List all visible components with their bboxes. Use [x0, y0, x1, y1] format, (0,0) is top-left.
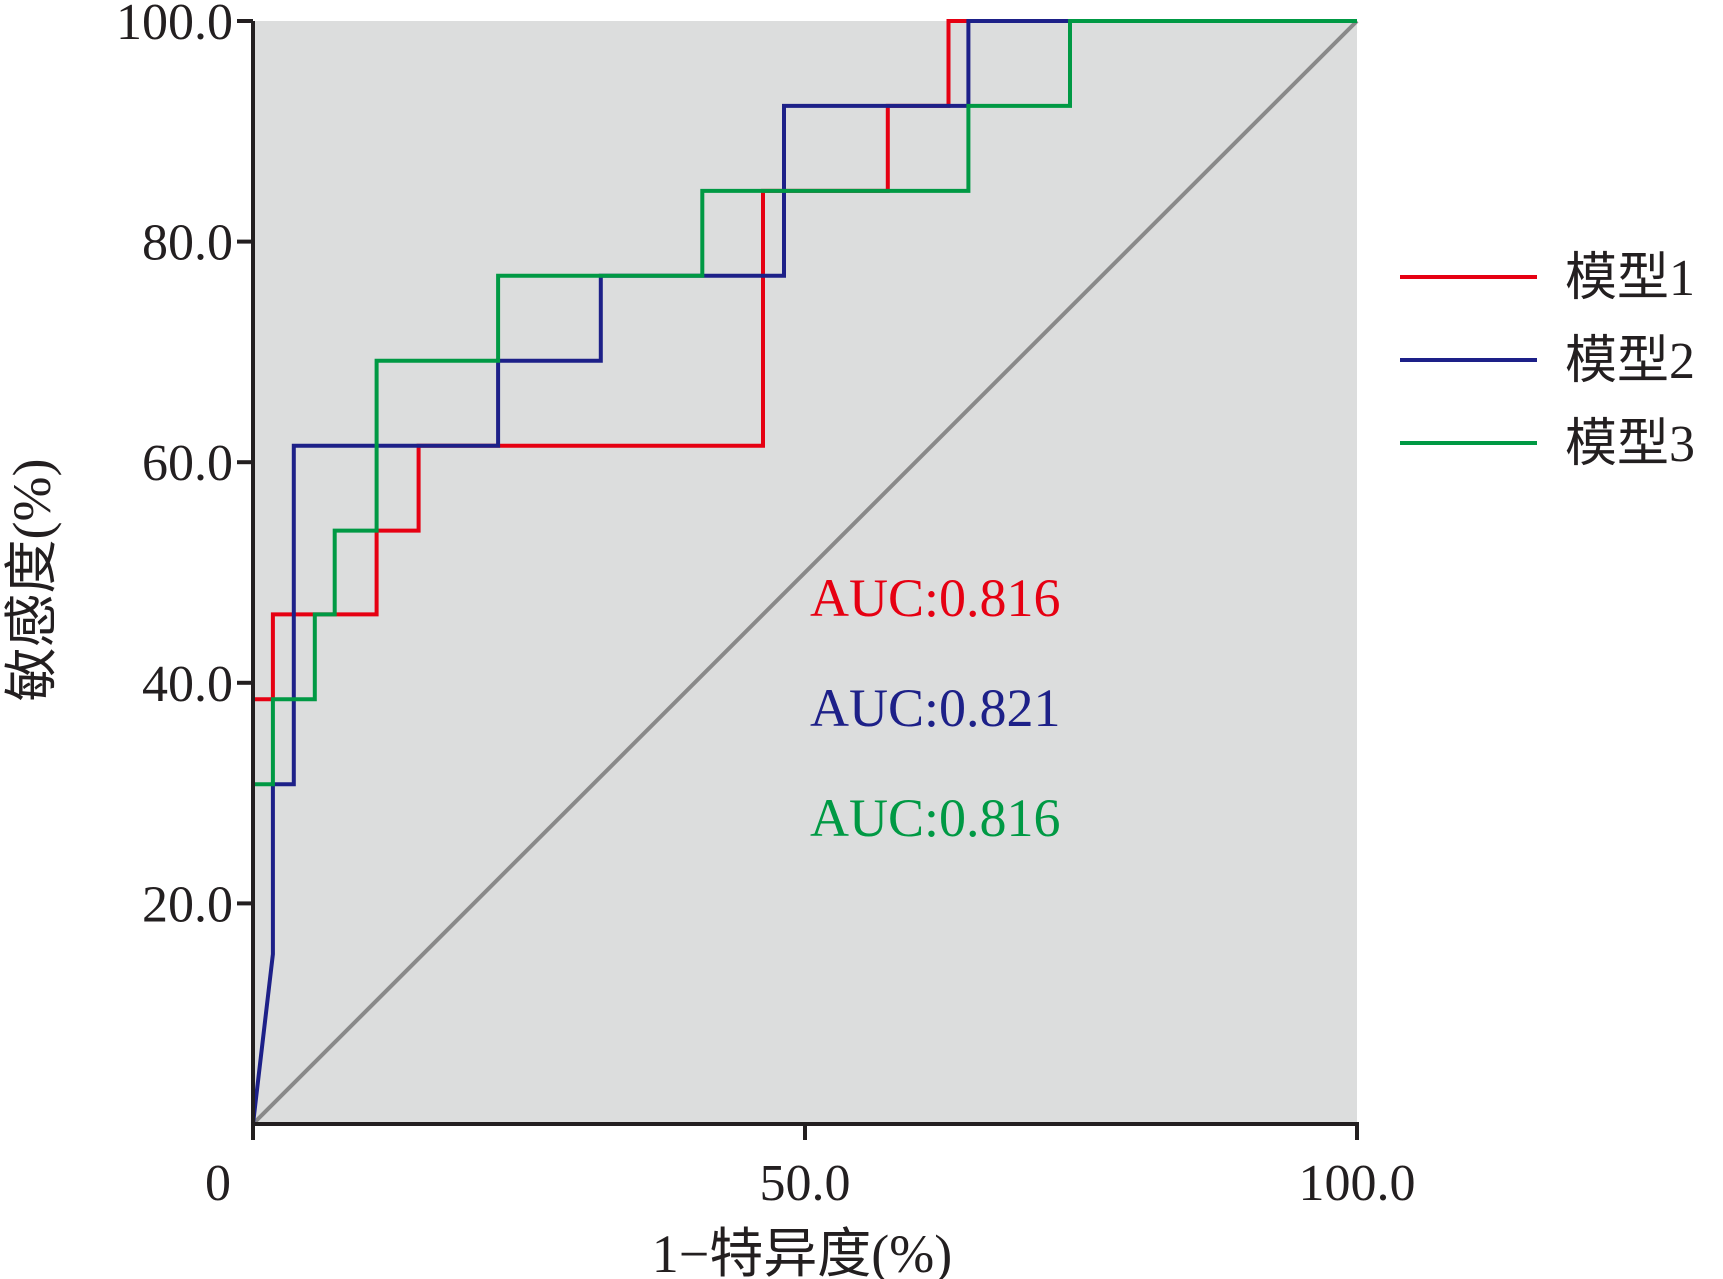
roc-curves — [251, 19, 1357, 1125]
y-axis-title: 敏感度(%) — [2, 459, 62, 702]
roc-line-series-1 — [251, 19, 1357, 1124]
x-tick-label: 0 — [205, 1155, 231, 1212]
y-axis-ticks: 20.0 40.0 60.0 80.0 100.0 — [116, 0, 253, 933]
auc-label-series-1: AUC:0.816 — [810, 568, 1061, 628]
y-tick-label: 60.0 — [142, 435, 233, 492]
y-tick-label: 20.0 — [142, 876, 233, 933]
auc-annotations: AUC:0.816 AUC:0.821 AUC:0.816 — [810, 568, 1061, 848]
x-axis-ticks: 0 50.0 100.0 — [205, 1124, 1416, 1212]
legend: 模型1 模型2 模型3 — [1400, 250, 1695, 473]
legend-label-series-2: 模型2 — [1565, 333, 1695, 390]
y-tick-label: 100.0 — [116, 0, 233, 51]
reference-diagonal — [251, 19, 1359, 1126]
auc-label-series-3: AUC:0.816 — [810, 788, 1061, 848]
roc-line-series-3 — [251, 19, 1357, 1124]
reference-line — [251, 19, 1359, 1126]
legend-label-series-1: 模型1 — [1565, 250, 1695, 307]
x-tick-label: 100.0 — [1299, 1155, 1416, 1212]
x-tick-label: 50.0 — [760, 1155, 851, 1212]
x-axis-title: 1−特异度(%) — [652, 1224, 952, 1279]
auc-label-series-2: AUC:0.821 — [810, 678, 1061, 738]
roc-line-series-2 — [251, 19, 1357, 1125]
legend-label-series-3: 模型3 — [1565, 416, 1695, 473]
y-tick-label: 80.0 — [142, 215, 233, 272]
y-tick-label: 40.0 — [142, 656, 233, 713]
